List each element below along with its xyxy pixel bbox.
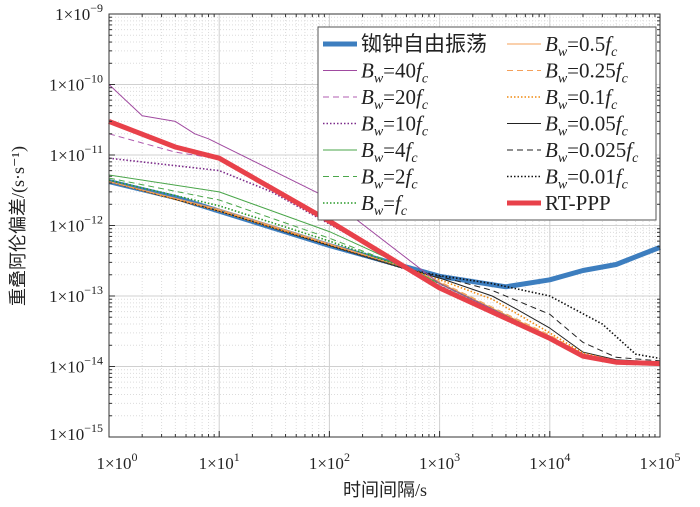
legend-label: Bw=0.01fc [545, 165, 629, 193]
x-axis-label: 时间间隔/s [343, 480, 427, 500]
legend-label: Bw=0.25fc [545, 59, 629, 87]
legend-label: Bw=0.5fc [545, 32, 618, 60]
legend-box [317, 26, 657, 221]
legend-label: Bw=0.05fc [545, 112, 629, 140]
y-tick-label: 1×10−15 [49, 421, 103, 444]
x-tick-label: 1×103 [419, 450, 460, 473]
legend-label: Bw=fc [361, 191, 408, 219]
y-tick-label: 1×10−13 [49, 283, 103, 306]
y-tick-label: 1×10−12 [49, 213, 103, 236]
series-line-9 [108, 180, 661, 365]
legend-label: 铷钟自由振荡 [361, 32, 487, 56]
series-line-3 [108, 157, 661, 365]
legend-label: RT-PPP [545, 191, 611, 215]
legend-label: Bw=10fc [361, 112, 429, 140]
legend-label: Bw=2fc [361, 165, 418, 193]
x-tick-label: 1×104 [529, 450, 570, 473]
ticks: 1×100 1×101 1×102 1×103 1×104 1×105 1×10−15 1×1… [49, 1, 680, 473]
x-tick-label: 1×100 [96, 450, 137, 473]
y-axis-label: 重叠阿伦偏差/(s·s⁻¹) [8, 146, 29, 306]
y-tick-label: 1×10−11 [50, 142, 103, 165]
x-tick-label: 1×105 [639, 450, 680, 473]
legend: 铷钟自由振荡Bw=40fcBw=20fcBw=10fcBw=4fcBw=2fcB… [317, 26, 657, 221]
legend-label: Bw=40fc [361, 59, 429, 87]
series-line-8 [108, 181, 661, 365]
y-tick-label: 1×10−9 [55, 1, 103, 24]
series-line-10 [108, 181, 661, 363]
x-tick-label: 1×101 [199, 450, 240, 473]
series-line-2 [108, 133, 661, 365]
y-tick-label: 1×10−10 [49, 72, 103, 95]
series-line-13 [108, 119, 661, 367]
series-lines [108, 84, 661, 367]
legend-label: Bw=4fc [361, 138, 418, 166]
y-tick-label: 1×10−14 [49, 354, 103, 377]
legend-label: Bw=0.025fc [545, 138, 639, 166]
x-tick-label: 1×102 [309, 450, 350, 473]
legend-label: Bw=20fc [361, 85, 429, 113]
legend-label: Bw=0.1fc [545, 85, 618, 113]
